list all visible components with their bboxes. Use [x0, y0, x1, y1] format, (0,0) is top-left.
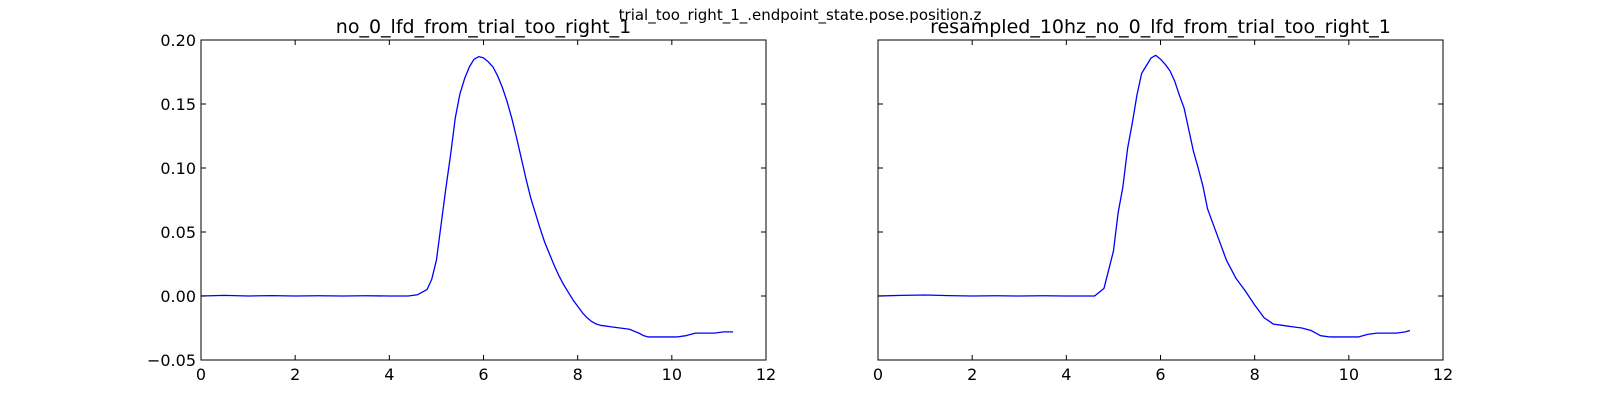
- subplots: 0 2 4 6 8 10 12 −0.05 0.00 0.05 0.10 0.15 0.20 no_0_l…: [147, 16, 1453, 384]
- y-tick-label: 0.10: [160, 159, 196, 178]
- x-tick-label: 12: [756, 365, 776, 384]
- y-tick-label: −0.05: [147, 351, 196, 370]
- data-series-line: [200, 55, 734, 338]
- data-series-line: [877, 54, 1411, 338]
- x-tick-label: 2: [290, 365, 300, 384]
- x-tick-label: 4: [384, 365, 394, 384]
- x-tick-label: 4: [1061, 365, 1071, 384]
- x-tick-label: 8: [573, 365, 583, 384]
- y-tick-label: 0.20: [160, 31, 196, 50]
- x-tick-label: 10: [662, 365, 682, 384]
- x-tick-label: 0: [196, 365, 206, 384]
- axes-panel-1: 0 2 4 6 8 10 12 −0.05 0.00 0.05 0.10 0.15 0.20 no_0_l…: [147, 16, 776, 384]
- y-tick-label: 0.15: [160, 95, 196, 114]
- axes-title: no_0_lfd_from_trial_too_right_1: [336, 16, 631, 38]
- y-tick-label: 0.00: [160, 287, 196, 306]
- y-tick-label: 0.05: [160, 223, 196, 242]
- x-tick-label: 10: [1339, 365, 1359, 384]
- x-tick-label: 8: [1250, 365, 1260, 384]
- axes-panel-2: 0 2 4 6 8 10 12 resampled_10hz_no_0_lfd_from_tr…: [873, 16, 1453, 384]
- axes-title: resampled_10hz_no_0_lfd_from_trial_too_r…: [930, 16, 1391, 38]
- x-tick-label: 2: [967, 365, 977, 384]
- figure-suptitle: trial_too_right_1_.endpoint_state.pose.p…: [618, 6, 982, 24]
- x-tick-label: 6: [478, 365, 488, 384]
- axes-frame: [877, 39, 1444, 361]
- x-tick-label: 12: [1433, 365, 1453, 384]
- axes-frame: [200, 39, 767, 361]
- x-tick-label: 0: [873, 365, 883, 384]
- x-tick-label: 6: [1155, 365, 1165, 384]
